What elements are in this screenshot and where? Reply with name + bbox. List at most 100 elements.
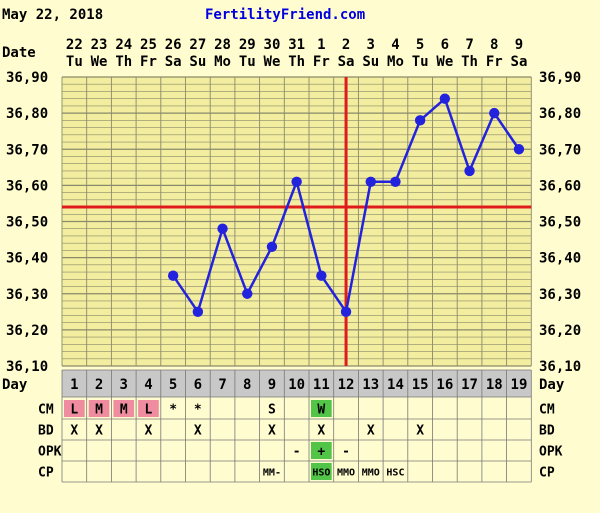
weekday-label: We — [436, 54, 453, 70]
y-tick-left: 36,10 — [6, 359, 48, 375]
y-tick-left: 36,30 — [6, 287, 48, 303]
date-label: 9 — [515, 37, 523, 53]
weekday-label: Th — [288, 54, 305, 70]
weekday-label: Su — [189, 54, 206, 70]
temperature-point — [316, 270, 327, 281]
cell-cm: L — [145, 403, 153, 418]
cell-cm: M — [95, 403, 103, 418]
date-label: 31 — [288, 37, 305, 53]
cell-highlight-cm — [311, 400, 332, 417]
cell-opk: + — [317, 445, 325, 460]
cell-cm: S — [268, 403, 276, 418]
temperature-point — [513, 144, 525, 155]
cell-bd: X — [416, 424, 424, 439]
day-number: 10 — [288, 377, 305, 393]
date-label: 7 — [465, 37, 473, 53]
y-tick-left: 36,50 — [6, 215, 48, 231]
date-row-label: Date — [2, 45, 36, 61]
cell-highlight-cm — [64, 400, 85, 417]
weekday-label: Fr — [313, 54, 330, 70]
day-number: 1 — [70, 377, 78, 393]
weekday-label: Sa — [511, 54, 528, 70]
date-label: 1 — [317, 37, 325, 53]
row-label-right-cm: CM — [539, 403, 555, 418]
weekday-label: Su — [362, 54, 379, 70]
y-tick-left: 36,60 — [6, 178, 48, 194]
temperature-point — [242, 288, 253, 299]
temperature-point — [489, 107, 500, 119]
date-label: 3 — [367, 37, 375, 53]
weekday-label: Tu — [66, 54, 83, 70]
day-row-label-right: Day — [539, 377, 565, 393]
cell-cm: * — [194, 403, 202, 418]
cell-bd: X — [145, 424, 153, 439]
weekday-label: Tu — [412, 54, 429, 70]
day-number: 5 — [169, 377, 177, 393]
row-label-right-opk: OPK — [539, 445, 563, 460]
day-number: 16 — [436, 377, 453, 393]
y-tick-left: 36,90 — [6, 70, 48, 86]
day-number: 8 — [243, 377, 251, 393]
day-number: 4 — [144, 377, 152, 393]
cell-highlight-cm — [138, 400, 159, 417]
row-label-cp: CP — [38, 466, 54, 481]
row-label-bd: BD — [38, 424, 54, 439]
cell-cm: W — [317, 403, 325, 418]
date-label: 30 — [264, 37, 281, 53]
cell-opk: - — [342, 445, 350, 460]
date-label: 26 — [165, 37, 182, 53]
temperature-point — [192, 306, 204, 318]
date-label: 29 — [239, 37, 256, 53]
y-tick-right: 36,10 — [539, 359, 581, 375]
weekday-label: Sa — [338, 54, 355, 70]
date-label: 28 — [214, 37, 231, 53]
day-number: 9 — [268, 377, 276, 393]
day-number: 6 — [194, 377, 202, 393]
day-number: 19 — [511, 377, 528, 393]
y-tick-right: 36,70 — [539, 142, 581, 158]
y-tick-left: 36,80 — [6, 106, 48, 122]
date-label: 27 — [189, 37, 206, 53]
temperature-point — [266, 241, 278, 252]
y-tick-right: 36,20 — [539, 323, 581, 339]
y-tick-left: 36,70 — [6, 142, 48, 158]
plot-area: Date 22Tu23We24Th25Fr26Sa27Su28Mo29Tu30We… — [2, 37, 581, 483]
cell-cm: L — [70, 403, 78, 418]
date-label: 25 — [140, 37, 157, 53]
y-tick-right: 36,40 — [539, 251, 581, 267]
site-name: FertilityFriend.com — [205, 7, 365, 23]
day-number: 12 — [338, 377, 355, 393]
weekday-label: Th — [461, 54, 478, 70]
weekday-label: Th — [115, 54, 132, 70]
cell-cm: * — [169, 403, 177, 418]
temperature-point — [439, 93, 451, 104]
row-label-cm: CM — [38, 403, 54, 418]
day-number: 17 — [461, 377, 478, 393]
temperature-point — [390, 176, 401, 187]
cell-cp: MMO — [362, 468, 380, 479]
date-label: 24 — [115, 37, 132, 53]
day-number: 2 — [95, 377, 103, 393]
cell-cm: M — [120, 403, 128, 418]
cell-highlight-cp — [311, 463, 332, 480]
weekday-label: Mo — [214, 54, 231, 70]
date-label: 22 — [66, 37, 83, 53]
y-tick-left: 36,40 — [6, 251, 48, 267]
y-tick-left: 36,20 — [6, 323, 48, 339]
temperature-point — [217, 223, 228, 234]
weekday-label: Fr — [140, 54, 157, 70]
chart-date: May 22, 2018 — [2, 7, 103, 23]
date-label: 8 — [490, 37, 498, 53]
temperature-point — [291, 176, 302, 187]
row-label-opk: OPK — [38, 445, 62, 460]
cell-bd: X — [317, 424, 325, 439]
y-tick-right: 36,90 — [539, 70, 581, 86]
cell-cp: MM- — [263, 468, 281, 479]
temperature-point — [340, 306, 352, 318]
date-label: 5 — [416, 37, 424, 53]
y-tick-right: 36,80 — [539, 106, 581, 122]
day-number: 7 — [218, 377, 226, 393]
day-number: 13 — [362, 377, 379, 393]
weekday-label: We — [264, 54, 281, 70]
y-tick-right: 36,50 — [539, 215, 581, 231]
